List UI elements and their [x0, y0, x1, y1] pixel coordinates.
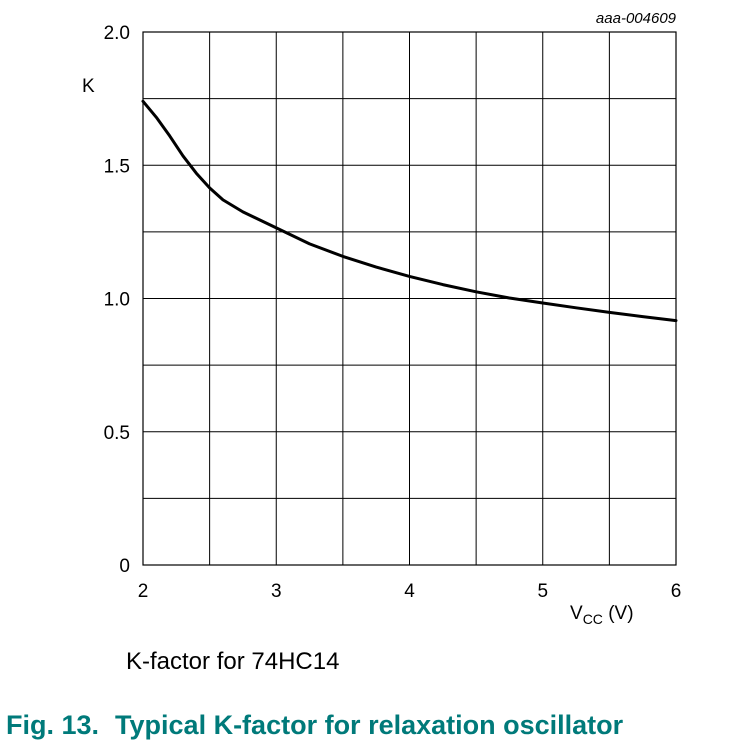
- x-tick-labels: 2 3 4 5 6: [138, 581, 682, 602]
- y-tick-label: 0: [119, 556, 130, 577]
- x-tick-label: 6: [671, 581, 682, 602]
- plot-grid: [143, 32, 676, 565]
- x-axis-label: VCC (V): [570, 603, 634, 627]
- plot-frame: [142, 31, 677, 566]
- y-tick-label: 0.5: [104, 423, 130, 444]
- x-axis-label-sub: CC: [583, 611, 603, 627]
- k-factor-chart: 2 3 4 5 6 0 0.5 1.0 1.5 2.0 K VCC (V) aaa-004609: [82, 10, 682, 627]
- chart-caption: K-factor for 74HC14: [126, 648, 340, 675]
- x-axis-label-unit: (V): [603, 603, 634, 624]
- x-tick-label: 5: [537, 581, 548, 602]
- y-tick-labels: 0 0.5 1.0 1.5 2.0: [104, 23, 130, 577]
- y-tick-label: 1.5: [104, 156, 130, 177]
- figure-title-text: Typical K-factor for relaxation oscillat…: [115, 710, 624, 740]
- figure-code-label: aaa-004609: [596, 10, 677, 27]
- k-factor-curve: [141, 99, 678, 323]
- x-tick-label: 4: [404, 581, 415, 602]
- x-tick-label: 3: [271, 581, 282, 602]
- x-tick-label: 2: [138, 581, 149, 602]
- y-tick-label: 2.0: [104, 23, 130, 44]
- y-axis-label: K: [82, 76, 95, 97]
- y-tick-label: 1.0: [104, 290, 130, 311]
- figure-number: Fig. 13.: [6, 710, 100, 740]
- figure-title: Fig. 13. Typical K-factor for relaxation …: [6, 710, 623, 741]
- x-axis-label-main: V: [570, 603, 583, 624]
